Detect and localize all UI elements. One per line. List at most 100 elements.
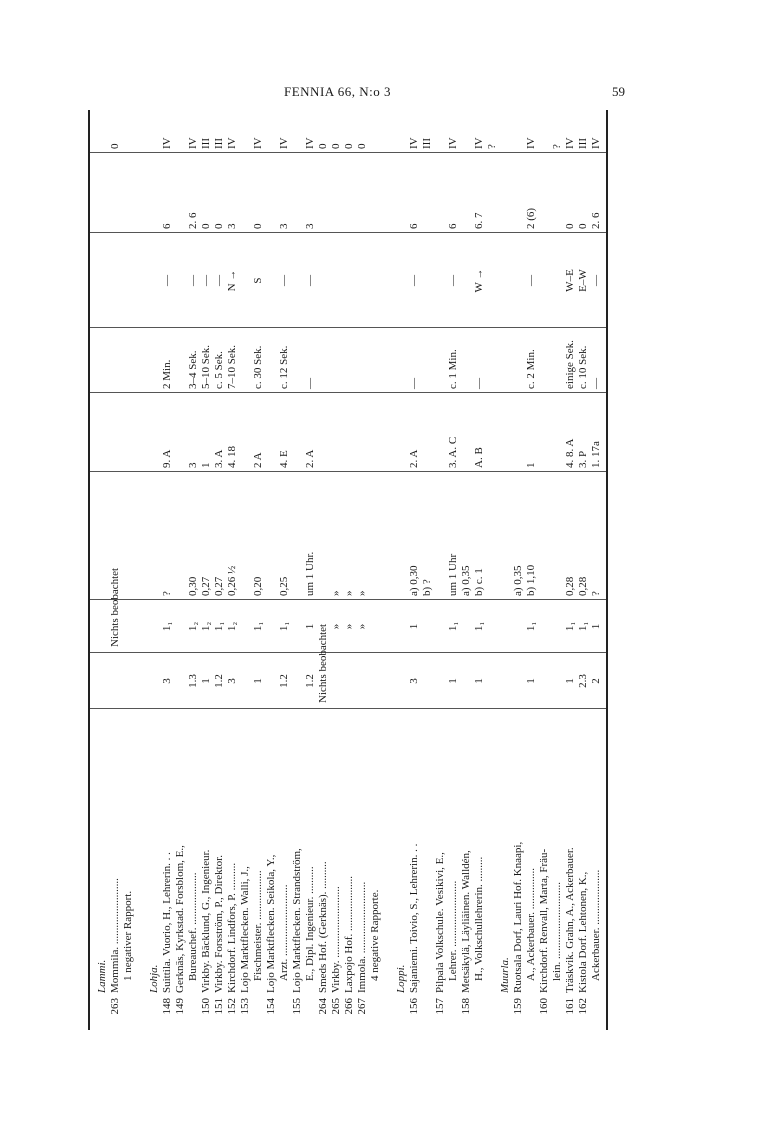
table-row — [382, 110, 395, 1030]
table-row: ? — [486, 110, 499, 1030]
table-cell: 1.2 — [304, 674, 316, 688]
table-row: Ackerbauer. .................... 2 1? 1. 17… — [590, 110, 603, 1030]
region-heading: Lohja. — [148, 964, 160, 993]
station-name: Virkby. Forsström, P., Direktor. — [213, 855, 225, 993]
table-cell: 3 — [187, 462, 199, 469]
region-heading: Muurla. — [499, 957, 511, 993]
table-cell: 5–10 Sek. — [200, 345, 212, 389]
table-cell: 1. 17a — [590, 441, 602, 468]
running-title: FENNIA 66, N:o 3 — [284, 84, 391, 99]
table-cell: 2. 6 — [187, 212, 199, 230]
table-cell: 1 — [200, 462, 212, 469]
table-cell: 0,27 — [200, 576, 212, 596]
station-name: Lojo Marktflecken. Strandström, — [291, 848, 303, 993]
table-row: Lehrer. ........................ 1 1₁ um 1 … — [447, 110, 460, 1030]
station-number: 158 — [460, 998, 472, 1015]
table-cell: IV — [473, 137, 485, 149]
station-name: lein. ............................ — [551, 882, 563, 981]
table-cell: 0 — [252, 223, 264, 230]
station-number: 267 — [356, 998, 368, 1015]
station-name: Metsäkylä, Läyliäinen. Walldén, — [460, 850, 472, 993]
table-cell: — — [590, 378, 602, 389]
table-cell: c. 10 Sek. — [577, 345, 589, 389]
table-cell: IV — [226, 137, 238, 149]
station-name: E., Dipl. Ingenieur. .......... — [304, 866, 316, 981]
table-cell: a) 0,35 — [460, 565, 472, 596]
table-cell: 6 — [447, 223, 459, 230]
station-name: Kirchdorf. Renvall, Marta, Fräu- — [538, 848, 550, 993]
table-cell: 3 — [278, 223, 290, 230]
table-cell: III — [421, 138, 433, 149]
table-cell: 1₁ — [252, 621, 264, 632]
table-cell: — — [161, 275, 173, 286]
table-cell: — — [213, 275, 225, 286]
table-row: 1 negativer Rapport. — [122, 110, 135, 1030]
station-number: 151 — [213, 998, 225, 1015]
table-row: 149 Gerknäs, Kyrkstad. Forsblom, E., — [174, 110, 187, 1030]
table-cell: » — [343, 623, 355, 630]
table-cell: 3 — [304, 223, 316, 230]
table-cell: 2.3 — [577, 674, 589, 688]
page-number: 59 — [612, 84, 625, 99]
station-name: Ackerbauer. .................... — [590, 869, 602, 981]
table-row: 263 Mommila. ........................ 0 Nic… — [109, 110, 122, 1030]
table-cell: IV — [304, 137, 316, 149]
table-cell: b) 1,10 — [525, 564, 537, 596]
table-cell: um 1 Uhr. — [304, 551, 316, 596]
table-cell: 1 — [564, 678, 576, 684]
station-name: Ruotsala Dorf, Lauri Hof. Knaapi, — [512, 841, 524, 993]
station-name: Virkby. Bäcklund, G., Ingenieur. — [200, 849, 212, 993]
table-cell: » — [356, 623, 368, 630]
table-cell: um 1 Uhr — [447, 553, 459, 596]
table-cell: » — [330, 590, 342, 597]
table-cell: 0,25 — [278, 576, 290, 596]
table-cell: IV — [161, 137, 173, 149]
table-row: 158 Metsäkylä, Läyliäinen. Walldén, a) 0,3… — [460, 110, 473, 1030]
table-cell: » — [343, 590, 355, 597]
station-number: 154 — [265, 998, 277, 1015]
station-name: Sajaniemi. Toivio, S., Lehrerin. . . — [408, 843, 420, 993]
table-cell: — — [278, 275, 290, 286]
table-cell: III — [200, 138, 212, 149]
table-row: 264 Smeds Hof. (Gerknäs). .......... 0 Nich… — [317, 110, 330, 1030]
table-cell: ? — [161, 591, 173, 596]
station-number: 157 — [434, 998, 446, 1015]
table-cell: A. B — [473, 447, 485, 468]
table-row: H., Volkschullehrerin. ......... 1 1₁ b) c.… — [473, 110, 486, 1030]
station-name: A., Ackerbauer. ............... — [525, 867, 537, 981]
table-cell: 2. A — [408, 449, 420, 468]
table-cell: W → — [473, 268, 485, 293]
table-cell: S — [252, 277, 264, 284]
station-name: Kistola Dorf. Lehtonen, K., — [577, 871, 589, 993]
station-number: 264 — [317, 998, 329, 1015]
table-cell: 0,20 — [252, 576, 264, 596]
table-cell: 3. P — [577, 450, 589, 468]
table-cell: b) c. 1 — [473, 568, 485, 596]
table-row: Loppi. — [395, 110, 408, 1030]
table-cell: ? — [590, 591, 602, 596]
table-cell: 3. A. C — [447, 436, 459, 468]
station-name: Bureauchef. ................... — [187, 872, 199, 981]
station-name: Kirchdorf. Lindfors, P. .......... — [226, 862, 238, 993]
table-row: 159 Ruotsala Dorf, Lauri Hof. Knaapi, a) 0… — [512, 110, 525, 1030]
table-row: 148 Suittila. Vuorio, H., Lehrerin. . . 3 1… — [161, 110, 174, 1030]
station-name: Immola. .......................... — [356, 881, 368, 993]
table-row: 154 Lojo Marktflecken. Seikola, Y., — [265, 110, 278, 1030]
table-row: 152 Kirchdorf. Lindfors, P. .......... 3 1₂… — [226, 110, 239, 1030]
table-row: 150 Virkby. Bäcklund, G., Ingenieur. 1 1₂ 0,… — [200, 110, 213, 1030]
table-row: 160 Kirchdorf. Renvall, Marta, Fräu- — [538, 110, 551, 1030]
table-cell: W–E — [564, 269, 576, 292]
table-cell: 1.2 — [213, 674, 225, 688]
station-number: 155 — [291, 998, 303, 1015]
table-cell: 4. 8. A — [564, 438, 576, 468]
table-cell: » — [356, 590, 368, 597]
table-cell: IV — [525, 137, 537, 149]
table-cell: — — [304, 378, 316, 389]
table-row: 161 Träskvik. Grahn, A., Ackerbauer. 1 1₁ 0,… — [564, 110, 577, 1030]
table-cell: 0,28 — [577, 576, 589, 596]
table-row: 4 negative Rapporte. — [369, 110, 382, 1030]
not-observed-note: Nichts beobachtet — [317, 623, 329, 703]
table-cell: — — [473, 378, 485, 389]
table-cell: c. 2 Min. — [525, 349, 537, 389]
table-cell: 1 — [408, 623, 420, 630]
